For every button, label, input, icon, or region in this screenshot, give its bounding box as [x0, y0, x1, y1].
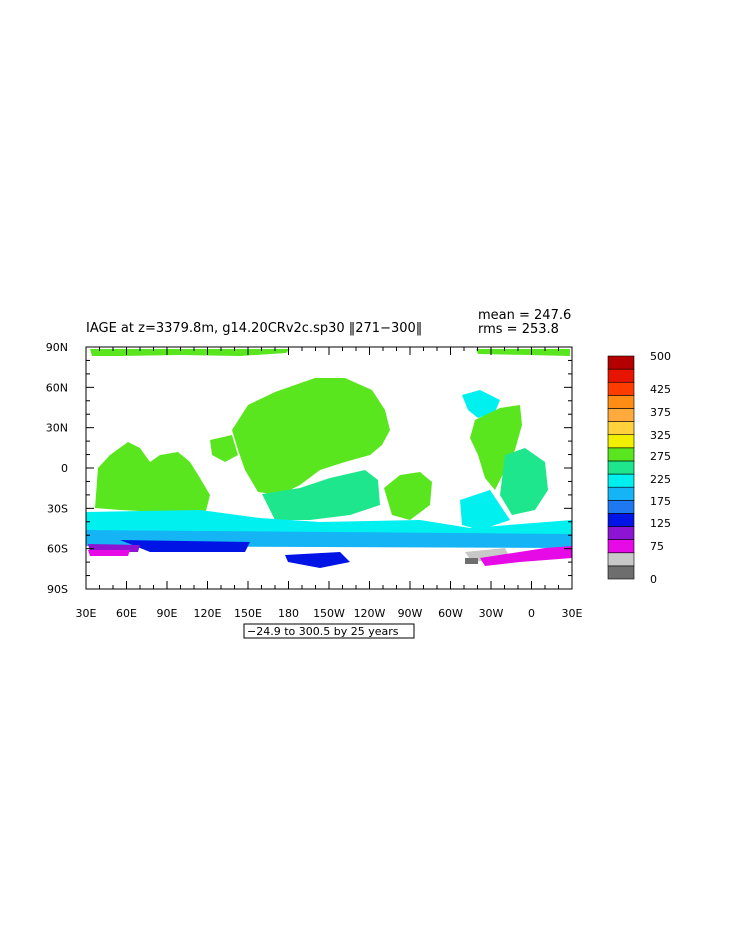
southern-ocean-band — [285, 552, 350, 568]
colorbar-bin — [607, 447, 635, 462]
colorbar-bin — [607, 421, 635, 436]
pacific-region — [210, 435, 238, 462]
lon-label: 0 — [528, 607, 535, 620]
colorbar-bin — [607, 460, 635, 475]
atlantic-region — [462, 390, 500, 418]
southern-ocean-band — [465, 558, 478, 564]
lon-label: 120W — [354, 607, 386, 620]
colorbar-bin — [607, 539, 635, 554]
arctic-region — [476, 349, 570, 356]
ocean-age-field — [86, 349, 572, 568]
colorbar-label: 75 — [650, 540, 664, 553]
colorbar-label: 125 — [650, 517, 671, 530]
colorbar-label: 275 — [650, 450, 671, 463]
lon-label: 120E — [194, 607, 222, 620]
pacific-region — [232, 378, 390, 495]
colorbar-labels: 500 425 375 325 275 225 175 125 75 0 — [650, 350, 671, 586]
lon-label: 90W — [398, 607, 423, 620]
colorbar-label: 425 — [650, 383, 671, 396]
colorbar-bin — [607, 499, 635, 514]
lon-label: 30E — [76, 607, 97, 620]
southern-ocean-band — [480, 546, 572, 566]
map-axes — [85, 346, 573, 590]
pacific-region — [262, 470, 380, 520]
colorbar-label: 175 — [650, 495, 671, 508]
lon-label: 30W — [479, 607, 504, 620]
latitude-labels: 90N 60N 30N 0 30S 60S 90S — [46, 341, 68, 596]
lon-label: 60E — [116, 607, 137, 620]
lat-label: 30N — [46, 422, 68, 435]
colorbar-bin — [607, 355, 635, 370]
colorbar-label: 375 — [650, 406, 671, 419]
contour-info: −24.9 to 300.5 by 25 years — [247, 625, 399, 638]
colorbar-label: 325 — [650, 429, 671, 442]
colorbar-bin — [607, 486, 635, 501]
lat-label: 60N — [46, 381, 68, 394]
lat-label: 90N — [46, 341, 68, 354]
lat-label: 90S — [47, 583, 68, 596]
lon-label: 90E — [157, 607, 178, 620]
atlantic-region — [460, 490, 510, 530]
colorbar-bin — [607, 473, 635, 488]
lat-label: 0 — [61, 462, 68, 475]
southern-ocean-band — [88, 550, 130, 556]
colorbar-bin — [607, 552, 635, 567]
rms-value: rms = 253.8 — [478, 322, 559, 337]
colorbar-bin — [607, 395, 635, 409]
southern-ocean-band — [120, 540, 250, 552]
colorbar-bin — [607, 381, 635, 396]
lon-label: 60W — [438, 607, 463, 620]
colorbar-bin — [607, 368, 635, 383]
colorbar-bin — [607, 408, 635, 422]
colorbar-bin — [607, 434, 635, 449]
colorbar-bin — [607, 513, 635, 527]
lat-label: 30S — [47, 502, 68, 515]
lon-label: 180 — [278, 607, 299, 620]
east-pacific-region — [384, 472, 432, 520]
plot-title: IAGE at z=3379.8m, g14.20CRv2c.sp30 ‖271… — [86, 321, 422, 336]
colorbar-bin — [607, 565, 635, 580]
colorbar — [607, 355, 635, 580]
colorbar-label: 225 — [650, 473, 671, 486]
lon-label: 30E — [562, 607, 583, 620]
lon-label: 150E — [234, 607, 262, 620]
colorbar-label: 500 — [650, 350, 671, 363]
indian-ocean-region — [95, 442, 210, 515]
colorbar-label: 0 — [650, 573, 657, 586]
colorbar-bin — [607, 526, 635, 540]
contour-info-box: −24.9 to 300.5 by 25 years — [243, 623, 415, 639]
longitude-labels: 30E 60E 90E 120E 150E 180 150W 120W 90W 60W 30W 0 30… — [76, 607, 583, 620]
lat-label: 60S — [47, 543, 68, 556]
lon-label: 150W — [313, 607, 345, 620]
atlantic-region — [470, 405, 522, 490]
atlantic-region — [500, 448, 548, 515]
arctic-region — [90, 349, 290, 356]
mean-value: mean = 247.6 — [478, 308, 571, 323]
